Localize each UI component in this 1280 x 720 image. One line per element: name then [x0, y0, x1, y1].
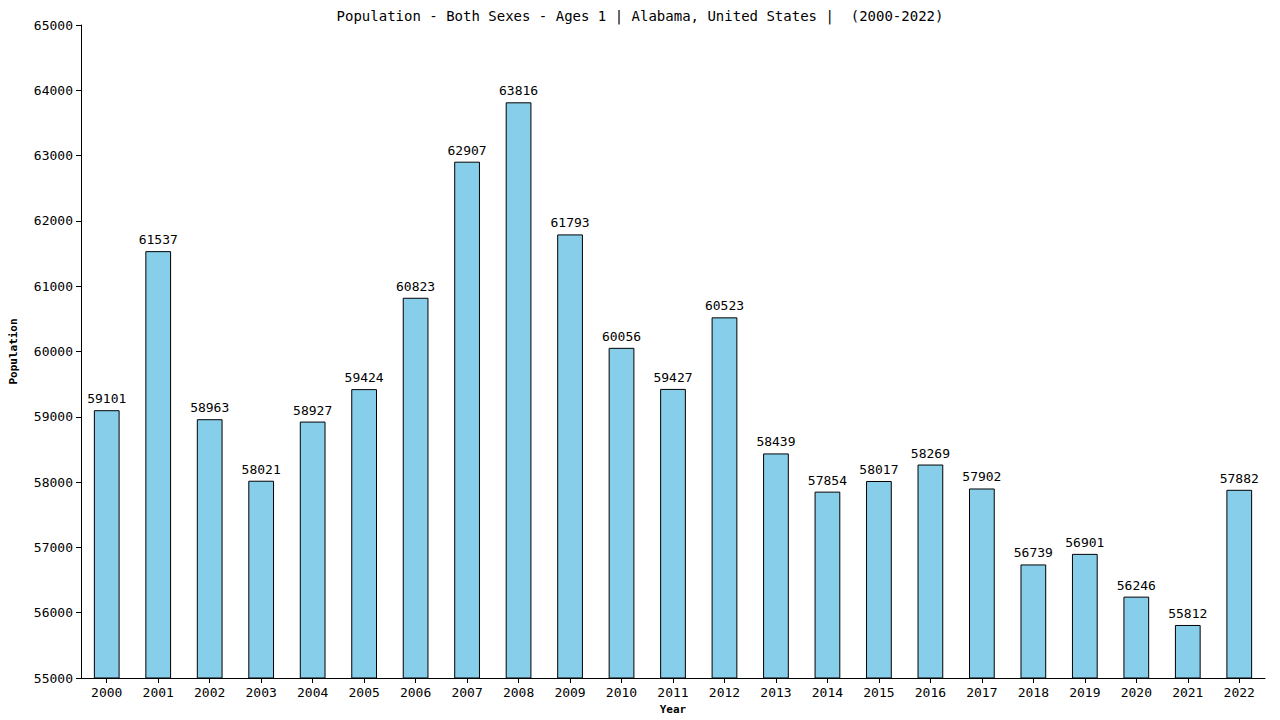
svg-text:2002: 2002	[194, 685, 225, 700]
svg-text:60000: 60000	[34, 344, 73, 359]
svg-text:2013: 2013	[760, 685, 791, 700]
svg-text:55812: 55812	[1168, 606, 1207, 621]
svg-text:58021: 58021	[242, 462, 281, 477]
svg-text:56739: 56739	[1014, 545, 1053, 560]
svg-text:56246: 56246	[1117, 578, 1156, 593]
svg-text:58269: 58269	[911, 446, 950, 461]
svg-text:2014: 2014	[812, 685, 843, 700]
svg-text:2010: 2010	[606, 685, 637, 700]
svg-text:59427: 59427	[653, 370, 692, 385]
svg-text:56901: 56901	[1065, 535, 1104, 550]
svg-text:65000: 65000	[34, 18, 73, 33]
svg-text:2000: 2000	[91, 685, 122, 700]
svg-text:61000: 61000	[34, 279, 73, 294]
svg-text:2015: 2015	[863, 685, 894, 700]
svg-text:64000: 64000	[34, 83, 73, 98]
svg-text:58439: 58439	[756, 434, 795, 449]
svg-text:57882: 57882	[1220, 471, 1259, 486]
svg-text:2009: 2009	[554, 685, 585, 700]
svg-text:58000: 58000	[34, 475, 73, 490]
svg-text:2003: 2003	[246, 685, 277, 700]
svg-text:2006: 2006	[400, 685, 431, 700]
svg-text:59000: 59000	[34, 409, 73, 424]
svg-text:Population - Both Sexes - Ages: Population - Both Sexes - Ages 1 | Alaba…	[337, 8, 944, 25]
svg-text:2011: 2011	[657, 685, 688, 700]
svg-text:2017: 2017	[966, 685, 997, 700]
svg-text:Population: Population	[7, 318, 20, 384]
svg-text:57854: 57854	[808, 473, 847, 488]
svg-text:57902: 57902	[962, 469, 1001, 484]
svg-text:Year: Year	[660, 703, 687, 716]
svg-text:2016: 2016	[915, 685, 946, 700]
svg-text:2005: 2005	[348, 685, 379, 700]
svg-text:2020: 2020	[1121, 685, 1152, 700]
svg-text:58927: 58927	[293, 403, 332, 418]
svg-text:56000: 56000	[34, 605, 73, 620]
svg-text:2001: 2001	[143, 685, 174, 700]
svg-text:60823: 60823	[396, 279, 435, 294]
svg-text:2018: 2018	[1018, 685, 1049, 700]
svg-text:55000: 55000	[34, 671, 73, 686]
svg-text:60523: 60523	[705, 298, 744, 313]
svg-text:58963: 58963	[190, 400, 229, 415]
svg-text:2012: 2012	[709, 685, 740, 700]
svg-text:57000: 57000	[34, 540, 73, 555]
svg-text:62907: 62907	[448, 143, 487, 158]
svg-text:2019: 2019	[1069, 685, 1100, 700]
svg-text:2007: 2007	[451, 685, 482, 700]
svg-text:2008: 2008	[503, 685, 534, 700]
svg-text:62000: 62000	[34, 213, 73, 228]
svg-text:61793: 61793	[550, 215, 589, 230]
svg-text:2021: 2021	[1172, 685, 1203, 700]
svg-text:58017: 58017	[859, 462, 898, 477]
svg-text:59424: 59424	[345, 370, 384, 385]
svg-text:59101: 59101	[87, 391, 126, 406]
svg-text:2022: 2022	[1224, 685, 1255, 700]
svg-text:61537: 61537	[139, 232, 178, 247]
svg-text:2004: 2004	[297, 685, 328, 700]
svg-text:63000: 63000	[34, 148, 73, 163]
svg-text:63816: 63816	[499, 83, 538, 98]
svg-text:60056: 60056	[602, 329, 641, 344]
